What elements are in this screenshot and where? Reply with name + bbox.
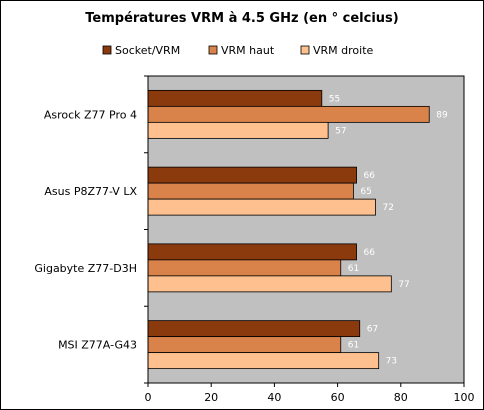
value-label-1-1: 65 (360, 187, 371, 197)
bar-2-0 (147, 243, 357, 261)
value-label-2-2: 77 (398, 280, 409, 290)
x-tick-label-2: 40 (267, 391, 281, 404)
legend-swatch-2 (300, 45, 310, 55)
value-label-2-1: 61 (348, 264, 359, 274)
x-tick-label-1: 20 (204, 391, 218, 404)
category-label-0: Asrock Z77 Pro 4 (44, 108, 137, 121)
bars-group: 55 89 57 66 65 72 66 61 77 67 61 73 (147, 89, 448, 370)
value-label-1-0: 66 (364, 171, 376, 181)
legend-label-0: Socket/VRM (115, 44, 180, 57)
value-label-2-0: 66 (364, 248, 376, 258)
x-tick-label-0: 0 (145, 391, 152, 404)
bar-0-0 (147, 89, 323, 107)
value-label-0-1: 89 (436, 110, 448, 120)
value-label-1-2: 72 (383, 203, 394, 213)
bar-3-0 (147, 320, 361, 338)
x-tick-label-5: 100 (454, 391, 475, 404)
bar-1-0 (147, 166, 357, 184)
chart-title: Températures VRM à 4.5 GHz (en ° celcius… (85, 11, 398, 26)
legend-swatch-1 (208, 45, 218, 55)
bar-1-2 (147, 198, 376, 216)
legend-label-1: VRM haut (221, 44, 275, 57)
axes-group: Asrock Z77 Pro 4 Asus P8Z77-V LX Gigabyte … (34, 75, 475, 404)
value-label-0-2: 57 (335, 126, 346, 136)
category-label-1: Asus P8Z77-V LX (44, 185, 137, 198)
category-label-2: Gigabyte Z77-D3H (34, 262, 137, 275)
value-label-3-2: 73 (386, 357, 397, 367)
bar-0-1 (147, 105, 430, 123)
bar-0-2 (147, 121, 329, 139)
bar-2-2 (147, 275, 392, 293)
value-label-3-0: 67 (367, 325, 378, 335)
bar-1-1 (147, 182, 354, 200)
legend-label-2: VRM droite (313, 44, 374, 57)
bar-3-1 (147, 336, 342, 354)
bar-2-1 (147, 259, 342, 277)
x-tick-label-3: 60 (331, 391, 345, 404)
legend-swatch-0 (102, 45, 112, 55)
x-tick-label-4: 80 (394, 391, 408, 404)
bar-3-2 (147, 352, 380, 370)
chart-legend: Socket/VRM VRM haut VRM droite (102, 44, 374, 57)
value-label-3-1: 61 (348, 341, 359, 351)
value-label-0-0: 55 (329, 94, 340, 104)
category-label-3: MSI Z77A-G43 (58, 339, 137, 352)
